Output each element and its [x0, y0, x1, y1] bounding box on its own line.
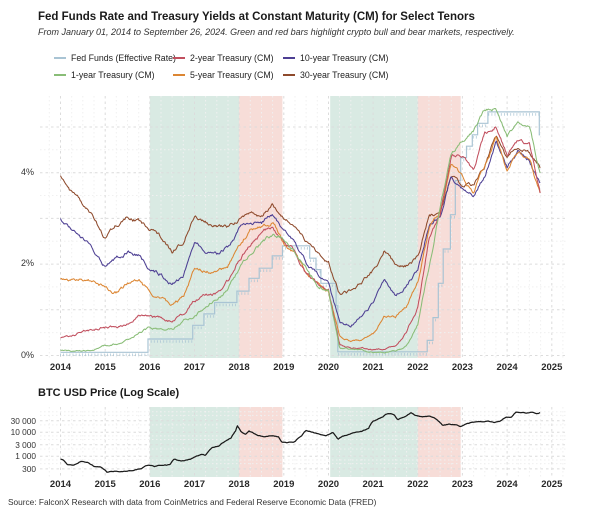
legend-swatch [283, 56, 295, 59]
legend-swatch [283, 73, 295, 76]
grid [40, 407, 566, 477]
legend-item: 5-year Treasury (CM) [173, 66, 283, 83]
chart-subtitle: From January 01, 2014 to September 26, 2… [38, 27, 515, 37]
legend-label: 1-year Treasury (CM) [71, 69, 155, 80]
series-layer [60, 107, 541, 357]
bear-band [417, 407, 461, 477]
legend-swatch [54, 73, 66, 76]
bull-band [149, 96, 240, 358]
legend-swatch [173, 73, 185, 76]
series-line-btc-usd-price [60, 411, 541, 473]
legend-item: 1-year Treasury (CM) [54, 66, 173, 83]
series-line-fed-funds-effective-rate [60, 111, 541, 353]
legend-label: 5-year Treasury (CM) [190, 69, 274, 80]
legend-label: 30-year Treasury (CM) [300, 69, 389, 80]
chart-0 [40, 96, 566, 358]
btc-chart-title: BTC USD Price (Log Scale) [38, 387, 180, 399]
bear-band [239, 407, 283, 477]
legend-label: 10-year Treasury (CM) [300, 52, 389, 63]
series-line-5-year-treasury-cm [60, 136, 541, 343]
bull-band [330, 407, 418, 477]
grid [40, 96, 566, 358]
legend-swatch [173, 56, 185, 59]
series-line-1-year-treasury-cm [60, 107, 541, 354]
chart-title: Fed Funds Rate and Treasury Yields at Co… [38, 11, 475, 23]
chart-1 [40, 407, 566, 477]
series-line-2-year-treasury-cm [60, 126, 541, 351]
bull-band [330, 96, 418, 358]
legend-label: Fed Funds (Effective Rate) [71, 52, 176, 63]
series-layer [60, 411, 541, 473]
legend-label: 2-year Treasury (CM) [190, 52, 274, 63]
series-line-10-year-treasury-cm [60, 140, 541, 328]
source-note: Source: FalconX Research with data from … [8, 497, 377, 507]
bear-band [417, 96, 461, 358]
legend-item: 10-year Treasury (CM) [283, 49, 443, 66]
legend-item: 2-year Treasury (CM) [173, 49, 283, 66]
series-rug-fed-funds-effective-rate [60, 113, 540, 357]
legend-item: Fed Funds (Effective Rate) [54, 49, 176, 66]
legend: Fed Funds (Effective Rate) 2-year Treasur… [54, 49, 443, 83]
series-line-30-year-treasury-cm [60, 135, 541, 296]
legend-swatch [54, 56, 66, 59]
legend-item: 30-year Treasury (CM) [283, 66, 443, 83]
